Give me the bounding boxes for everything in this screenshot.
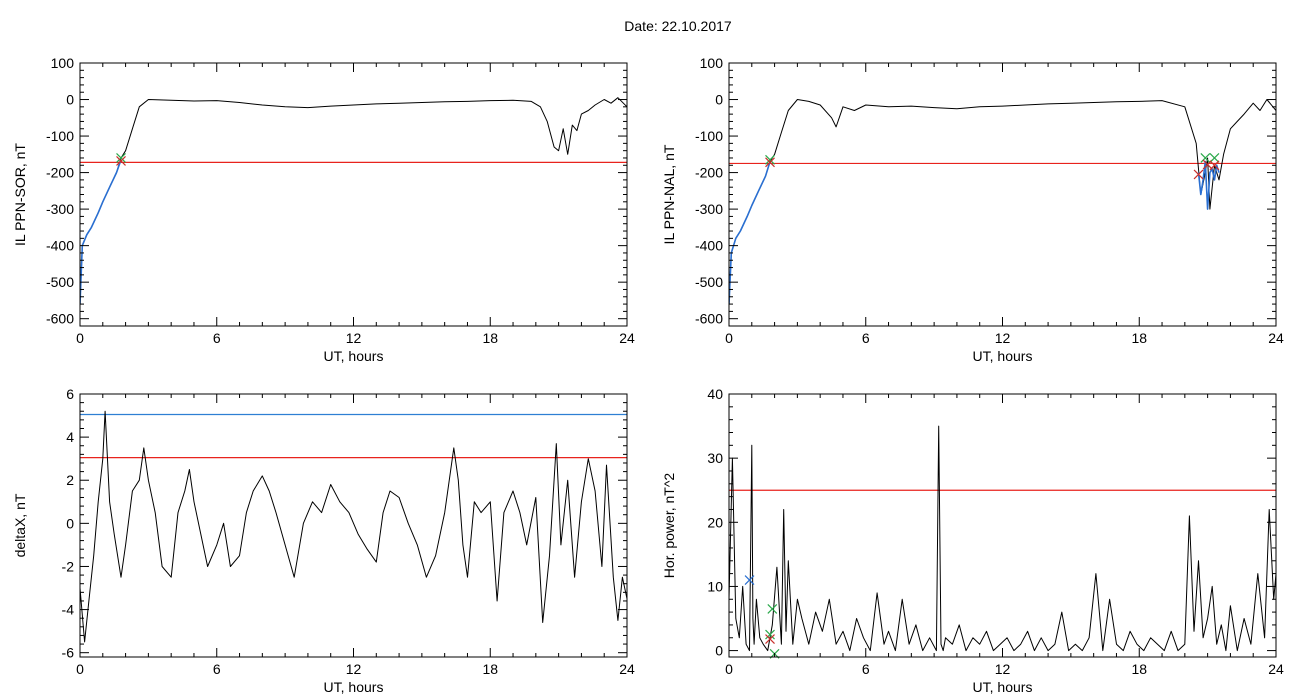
y-tick-label: -100 bbox=[695, 128, 723, 144]
x-tick-label: 18 bbox=[482, 661, 498, 677]
y-tick-label: -300 bbox=[46, 201, 74, 217]
y-tick-label: 20 bbox=[707, 514, 723, 530]
x-tick-label: 12 bbox=[995, 330, 1011, 346]
event-marker bbox=[116, 153, 126, 163]
event-marker-stroke bbox=[1209, 160, 1220, 171]
event-marker-stroke bbox=[767, 603, 778, 614]
series-line bbox=[1197, 160, 1220, 210]
page-title: Date: 22.10.2017 bbox=[624, 18, 732, 34]
event-marker bbox=[765, 634, 775, 644]
x-tick-label: 24 bbox=[1268, 330, 1284, 346]
y-tick-label: -500 bbox=[46, 274, 74, 290]
y-tick-label: -100 bbox=[46, 128, 74, 144]
y-tick-label: -300 bbox=[695, 201, 723, 217]
x-tick-label: 12 bbox=[346, 661, 362, 677]
x-axis-label: UT, hours bbox=[324, 348, 384, 364]
event-marker-stroke bbox=[1209, 153, 1220, 163]
x-tick-label: 24 bbox=[1268, 661, 1284, 677]
plot-frame bbox=[79, 62, 628, 327]
x-axis-label: UT, hours bbox=[973, 679, 1033, 695]
y-tick-label: 2 bbox=[66, 472, 74, 488]
plot-frame bbox=[79, 393, 628, 658]
x-tick-label: 0 bbox=[725, 661, 733, 677]
y-axis-label: deltaX, nT bbox=[12, 493, 28, 557]
series-line bbox=[729, 425, 1276, 652]
x-tick-label: 0 bbox=[76, 330, 84, 346]
y-tick-label: -200 bbox=[695, 165, 723, 181]
y-tick-label: 40 bbox=[707, 386, 723, 402]
event-marker bbox=[116, 155, 126, 166]
y-tick-label: -400 bbox=[46, 238, 74, 254]
y-tick-label: -600 bbox=[46, 311, 74, 327]
y-tick-label: -6 bbox=[62, 645, 75, 661]
y-tick-label: 4 bbox=[66, 429, 74, 445]
y-tick-label: -4 bbox=[62, 602, 75, 618]
x-tick-label: 0 bbox=[76, 661, 84, 677]
x-tick-label: 18 bbox=[1131, 661, 1147, 677]
y-tick-label: 100 bbox=[51, 55, 75, 71]
series-line bbox=[729, 99, 1276, 305]
event-marker-stroke bbox=[744, 575, 755, 585]
event-marker bbox=[765, 157, 775, 168]
event-marker-stroke bbox=[765, 157, 775, 168]
x-tick-label: 18 bbox=[482, 330, 498, 346]
x-tick-label: 24 bbox=[619, 661, 635, 677]
panel-il-ppn-nal: 0 6 12 18 24 -600 -500 -400 -300 -200 -100 0 100 UT, … bbox=[661, 55, 1284, 364]
event-marker bbox=[765, 154, 775, 165]
y-axis-label: IL PPN-NAL, nT bbox=[661, 144, 677, 244]
y-axis-label: IL PPN-SOR, nT bbox=[12, 143, 28, 246]
x-tick-label: 24 bbox=[619, 330, 635, 346]
x-axis-label: UT, hours bbox=[973, 348, 1033, 364]
y-tick-label: -600 bbox=[695, 311, 723, 327]
y-tick-label: -2 bbox=[62, 558, 75, 574]
event-marker bbox=[744, 575, 755, 585]
event-marker bbox=[1209, 153, 1220, 163]
event-marker bbox=[765, 629, 775, 640]
x-tick-label: 18 bbox=[1131, 330, 1147, 346]
event-marker bbox=[1209, 160, 1220, 171]
x-tick-label: 12 bbox=[346, 330, 362, 346]
y-tick-label: -400 bbox=[695, 238, 723, 254]
y-tick-label: 6 bbox=[66, 386, 74, 402]
series-line bbox=[729, 161, 771, 305]
event-marker-stroke bbox=[116, 155, 126, 166]
event-marker bbox=[1200, 153, 1211, 163]
x-tick-label: 0 bbox=[725, 330, 733, 346]
event-marker-stroke bbox=[765, 629, 775, 640]
series-line bbox=[80, 97, 627, 305]
x-tick-label: 6 bbox=[213, 330, 221, 346]
event-marker-stroke bbox=[765, 154, 775, 165]
x-tick-label: 12 bbox=[995, 661, 1011, 677]
y-tick-label: 0 bbox=[715, 643, 723, 659]
y-tick-label: 30 bbox=[707, 450, 723, 466]
event-marker-stroke bbox=[116, 153, 126, 163]
y-tick-label: -200 bbox=[46, 165, 74, 181]
y-tick-label: 100 bbox=[700, 55, 724, 71]
y-axis-label: Hor. power, nT^2 bbox=[661, 473, 677, 579]
y-tick-label: 0 bbox=[66, 515, 74, 531]
x-tick-label: 6 bbox=[213, 661, 221, 677]
x-axis-label: UT, hours bbox=[324, 679, 384, 695]
event-marker-stroke bbox=[1200, 153, 1211, 163]
event-marker-stroke bbox=[765, 634, 775, 644]
y-tick-label: -500 bbox=[695, 274, 723, 290]
y-tick-label: 0 bbox=[715, 92, 723, 108]
panel-hor-power: 0 6 12 18 24 0 10 20 30 40 UT, hours Hor. power, nT… bbox=[661, 386, 1284, 695]
series-line bbox=[80, 159, 122, 305]
panel-il-ppn-sor: 0 6 12 18 24 -600 -500 -400 -300 -200 -100 0 100 UT, … bbox=[12, 55, 635, 364]
x-tick-label: 6 bbox=[862, 330, 870, 346]
event-marker bbox=[1193, 169, 1204, 180]
series-line bbox=[80, 410, 627, 643]
event-marker bbox=[767, 603, 778, 614]
x-tick-label: 6 bbox=[862, 661, 870, 677]
y-tick-label: 0 bbox=[66, 92, 74, 108]
event-marker-stroke bbox=[1193, 169, 1204, 180]
y-tick-label: 10 bbox=[707, 578, 723, 594]
